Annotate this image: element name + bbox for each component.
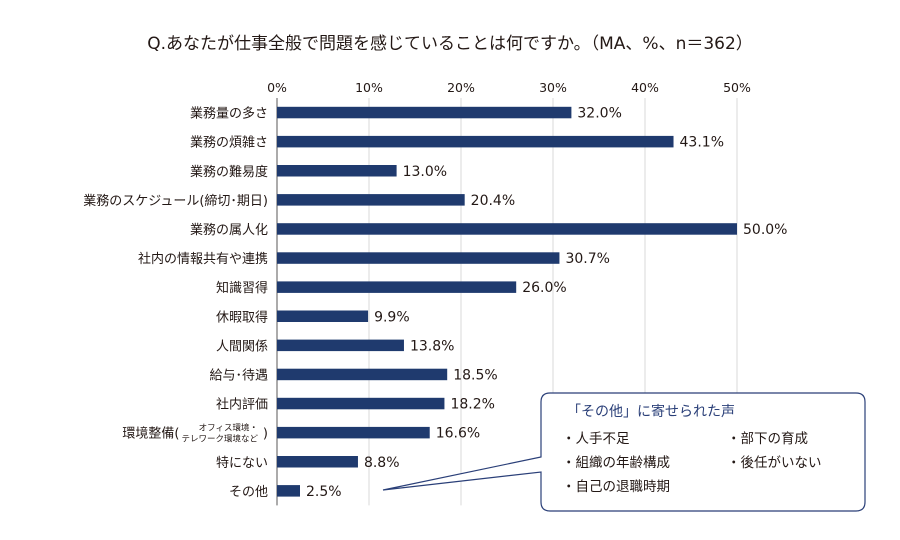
bar bbox=[277, 135, 674, 148]
bar bbox=[277, 426, 430, 439]
value-label: 50.0% bbox=[743, 222, 787, 238]
callout-item: ・人手不足 bbox=[562, 431, 630, 447]
bar bbox=[277, 223, 737, 235]
x-tick-label: 30% bbox=[539, 80, 567, 95]
x-tick-label: 0% bbox=[267, 80, 287, 95]
value-label: 16.6% bbox=[436, 426, 480, 442]
bar bbox=[277, 252, 560, 264]
category-label: 人間関係 bbox=[216, 339, 268, 354]
bar bbox=[277, 397, 445, 410]
callout-item: ・組織の年齢構成 bbox=[562, 455, 670, 471]
value-label: 20.4% bbox=[471, 193, 515, 209]
x-tick-label: 20% bbox=[447, 80, 475, 95]
category-label: 給与･待遇 bbox=[209, 368, 268, 383]
category-label: 休暇取得 bbox=[216, 309, 268, 325]
bar bbox=[277, 456, 358, 468]
category-label: 業務量の多さ bbox=[190, 106, 268, 122]
callout-item: ・後任がいない bbox=[727, 455, 822, 471]
category-label: 特にない bbox=[216, 456, 268, 471]
category-label: その他 bbox=[229, 485, 268, 500]
callout-box bbox=[382, 392, 866, 512]
x-axis: 0% 10% 20% 30% 40% 50% bbox=[267, 80, 751, 506]
value-label: 13.8% bbox=[410, 338, 454, 354]
value-label: 30.7% bbox=[565, 251, 609, 267]
bar bbox=[277, 485, 300, 497]
value-label: 2.5% bbox=[306, 484, 342, 500]
value-label: 43.1% bbox=[680, 135, 724, 151]
bar bbox=[277, 339, 404, 352]
category-label: 環境整備( bbox=[122, 426, 179, 442]
bars: 業務量の多さ 32.0% 業務の煩雑さ 43.1% 業務の難易度 13.0% 業務のスケジュ… bbox=[83, 106, 787, 500]
value-label: 32.0% bbox=[577, 106, 621, 122]
value-label: 18.2% bbox=[450, 397, 494, 413]
bar bbox=[277, 368, 448, 381]
value-label: 13.0% bbox=[403, 164, 447, 180]
callout-item: ・部下の育成 bbox=[727, 431, 808, 447]
value-label: 9.9% bbox=[374, 309, 410, 325]
value-label: 8.8% bbox=[364, 455, 400, 471]
bar bbox=[277, 281, 517, 293]
value-label: 18.5% bbox=[453, 367, 497, 383]
category-label: 業務の属人化 bbox=[190, 222, 268, 238]
callout-item: ・自己の退職時期 bbox=[562, 479, 670, 495]
x-tick-label: 40% bbox=[631, 80, 659, 95]
category-label: 知識習得 bbox=[216, 280, 268, 296]
chart-title: Q.あなたが仕事全般で問題を感じていることは何ですか。（MA、%、n＝362） bbox=[147, 34, 753, 54]
category-label: 業務の難易度 bbox=[190, 164, 268, 180]
bar bbox=[277, 106, 572, 119]
category-label: 業務のスケジュール(締切･期日) bbox=[83, 193, 268, 209]
category-sublabel: オフィス環境・ bbox=[199, 423, 258, 434]
x-tick-label: 10% bbox=[355, 80, 383, 95]
category-label: ) bbox=[263, 427, 268, 442]
bar bbox=[277, 194, 465, 206]
x-tick-label: 50% bbox=[723, 80, 751, 95]
callout-title: 「その他」に寄せられた声 bbox=[567, 403, 735, 420]
bar bbox=[277, 310, 369, 322]
value-label: 26.0% bbox=[522, 280, 566, 296]
bar bbox=[277, 165, 397, 177]
category-label: 社内評価 bbox=[216, 397, 268, 413]
other-comments-callout: 「その他」に寄せられた声 ・人手不足 ・組織の年齢構成 ・自己の退職時期 ・部下… bbox=[382, 392, 866, 512]
category-label: 社内の情報共有や連携 bbox=[138, 251, 268, 267]
category-label: 業務の煩雑さ bbox=[190, 135, 268, 151]
category-sublabel: テレワーク環境など bbox=[181, 434, 258, 445]
